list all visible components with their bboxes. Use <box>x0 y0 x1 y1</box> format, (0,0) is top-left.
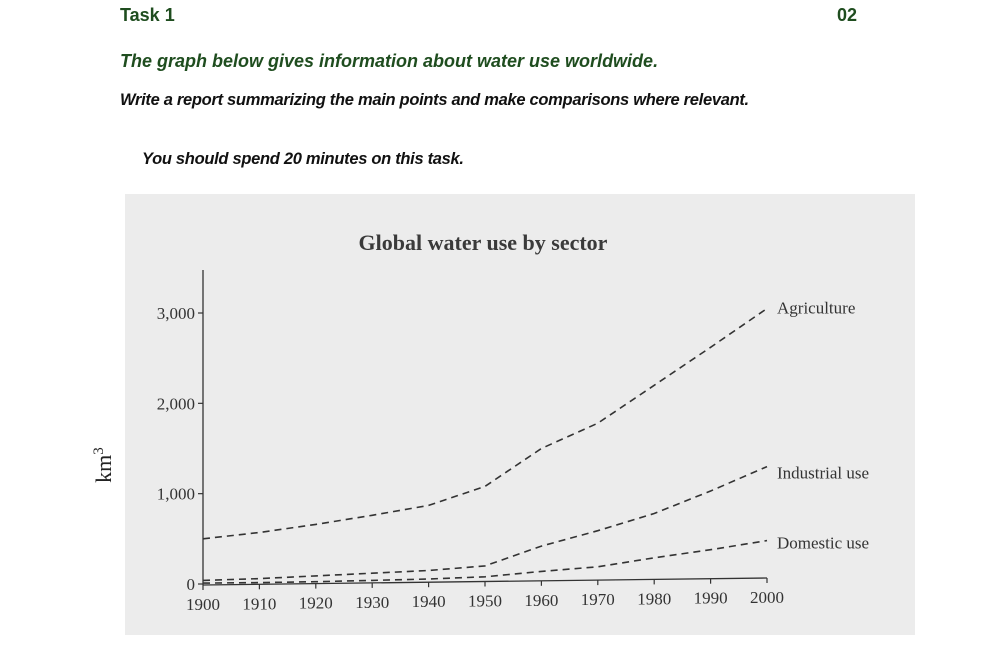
task-intro: The graph below gives information about … <box>120 51 659 71</box>
series-label: Domestic use <box>777 534 869 553</box>
x-tick-label: 2000 <box>750 588 784 607</box>
x-tick-label: 1920 <box>299 594 333 613</box>
series-label: Agriculture <box>777 298 855 317</box>
x-tick-label: 1930 <box>355 593 389 612</box>
x-tick-label: 1980 <box>637 589 671 608</box>
y-axis-unit: km <box>91 455 116 483</box>
y-ticks: 0 1,000 2,000 3,000 <box>157 304 203 594</box>
x-tick-label: 1910 <box>242 594 276 613</box>
series-label: Industrial use <box>777 464 869 483</box>
chart-background <box>125 194 915 635</box>
y-axis-unit-superscript: 3 <box>91 447 107 455</box>
y-axis-label: km3 <box>91 447 116 483</box>
y-tick-label: 2,000 <box>157 394 195 413</box>
x-tick-label: 1970 <box>581 590 615 609</box>
y-tick-label: 3,000 <box>157 304 195 323</box>
task-title: Task 1 <box>120 5 175 25</box>
x-tick-label: 1950 <box>468 592 502 611</box>
series-line-agriculture <box>202 307 768 540</box>
chart-title: Global water use by sector <box>359 230 608 255</box>
x-ticks: 1900 1910 1920 1930 1940 1950 1960 1970 1980 1990… <box>186 578 784 614</box>
task-instruction: Write a report summarizing the main poin… <box>120 91 749 109</box>
series-line-domestic-use <box>202 539 768 584</box>
x-tick-label: 1990 <box>694 589 728 608</box>
page-number: 02 <box>837 5 858 25</box>
time-note: You should spend 20 minutes on this task… <box>142 150 464 168</box>
x-tick-label: 1960 <box>524 591 558 610</box>
y-tick-label: 0 <box>187 575 196 594</box>
series-labels: Agriculture Industrial use Domestic use <box>777 298 869 552</box>
series-line-industrial-use <box>202 465 768 582</box>
x-tick-label: 1900 <box>186 595 220 614</box>
series-lines <box>202 307 768 584</box>
x-tick-label: 1940 <box>412 592 446 611</box>
y-tick-label: 1,000 <box>157 485 195 504</box>
